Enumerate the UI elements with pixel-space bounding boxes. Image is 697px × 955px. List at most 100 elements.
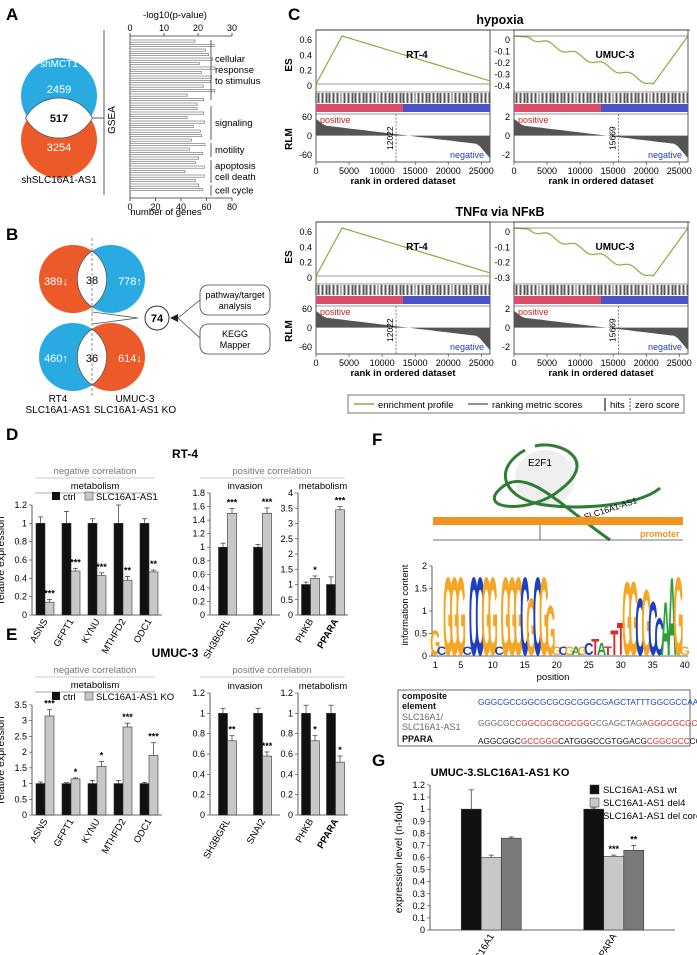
c-rank-band-neg <box>601 104 688 112</box>
x-tick-label: ODC1 <box>132 817 155 845</box>
g-title: UMUC-3.SLC16A1-AS1 KO <box>431 767 570 779</box>
significance-label: ** <box>228 725 236 735</box>
f-table-box <box>397 689 691 747</box>
bar <box>139 523 150 616</box>
f-logo-letter: C <box>475 554 484 679</box>
c-x-tick-label: 0 <box>511 358 516 368</box>
f-x-tick-label: 40 <box>680 660 690 670</box>
f-table-label: SLC16A1-AS1 <box>402 722 461 732</box>
panel-a-letter: A <box>6 5 18 24</box>
d-legend-treat: SLC16A1-AS1 <box>96 492 158 503</box>
b-label-left-2: SLC16A1-AS1 <box>25 405 90 416</box>
f-ylabel: information content <box>400 564 411 645</box>
c-es-tick: -0.2 <box>494 258 510 268</box>
y-tick-label: 0.4 <box>412 877 425 887</box>
c-rank-band-neg <box>403 296 490 304</box>
y-tick-label: 1 <box>22 779 27 789</box>
a-bar <box>129 111 204 115</box>
a-bottom-tick-label: 80 <box>227 202 237 212</box>
bar-chart-D: 0 0.5 1 1.5 2 2.5 3 3.5 4 * PHKB *** PPARA metabolism <box>280 481 348 651</box>
f-logo-letter: C <box>533 554 542 679</box>
f-logo-letter: C <box>495 645 504 658</box>
a-axis-bottom-title: number of genes <box>130 207 202 218</box>
b-bottom-center-count: 36 <box>86 353 98 365</box>
b-box-kegg-line1: KEGG <box>222 329 248 339</box>
c-es-tick: -0.1 <box>494 242 510 252</box>
a-bar <box>129 102 198 106</box>
b-box-kegg-line2: Mapper <box>220 340 251 350</box>
significance-label: *** <box>262 741 273 751</box>
d-title: RT-4 <box>172 447 198 461</box>
a-bar <box>129 170 186 174</box>
bar <box>70 570 81 616</box>
c-es-tick: 0 <box>307 81 312 91</box>
y-axis-label: relative expression <box>0 716 7 804</box>
panel-f: F E2F1 SLC16A1-AS1 promoter 00.511.521 5 1… <box>372 430 697 747</box>
f-xlabel: position <box>537 672 570 683</box>
c-x-tick-label: 20000 <box>634 166 659 176</box>
bar <box>623 849 645 931</box>
y-tick-label: 4 <box>288 488 293 498</box>
c-enrichment-curve <box>513 227 689 277</box>
c-legend-ranking: ranking metric scores <box>492 400 583 411</box>
x-tick-label: ASNS <box>28 617 50 645</box>
y-tick-label: 0 <box>288 810 293 820</box>
y-tick-label: 0.6 <box>280 749 293 759</box>
a-bar <box>129 75 212 79</box>
a-bar <box>129 147 190 151</box>
c-zero-label: 12022 <box>385 318 395 342</box>
x-tick-label: ASNS <box>28 817 50 845</box>
c-gsea-panel: RT-40.60.40.2012022positivenegative600-6… <box>284 29 494 187</box>
a-bar <box>129 179 196 183</box>
venn-a-top-count: 2459 <box>47 84 71 96</box>
d-legend-treat-swatch <box>84 491 94 501</box>
c-positive-label: positive <box>518 115 549 125</box>
f-logo-letter: G <box>501 554 511 679</box>
a-bar <box>129 120 206 124</box>
x-tick-label: SNAI2 <box>245 817 268 846</box>
f-logo-letter: A <box>667 554 676 679</box>
c-negative-label: negative <box>450 342 484 352</box>
d-headers: negative correlation metabolism positive c… <box>35 466 345 503</box>
y-tick-label: 0.5 <box>412 865 425 875</box>
b-top-center-count: 38 <box>86 275 98 287</box>
f-logo-letter: T <box>610 623 618 663</box>
g-legend-swatch <box>589 797 600 808</box>
y-tick-label: 0.6 <box>192 749 205 759</box>
bar <box>61 523 72 616</box>
gsea-label: GSEA <box>107 106 118 134</box>
b-top-right-count: 778↑ <box>118 276 142 288</box>
x-tick-label: MTHFD2 <box>100 817 129 856</box>
a-bar <box>129 93 188 97</box>
f-logo-letter: G <box>449 554 459 679</box>
c-gsea-panel: UMUC-3 0 -0.1 -0.2 -0.3 15669 positive negative… <box>494 221 692 379</box>
a-bar <box>129 143 206 147</box>
significance-label: ** <box>124 566 132 576</box>
bar-chart-E: 0 0.2 0.4 0.6 0.8 1 1.2 * PHKB * PPARA metabolism <box>280 681 348 851</box>
y-tick-label: 1 <box>288 580 293 590</box>
a-bar <box>129 107 198 111</box>
c-x-tick-label: 15000 <box>601 358 626 368</box>
bar <box>583 808 605 931</box>
c-es-tick: 0.6 <box>299 35 312 45</box>
y-tick-label: 1.2 <box>192 688 205 698</box>
c-rlm-area <box>316 118 490 159</box>
bar <box>253 546 263 616</box>
bar <box>122 579 133 616</box>
x-tick-label: ODC1 <box>132 617 155 645</box>
y-tick-label: 2 <box>288 549 293 559</box>
y-tick-label: 0 <box>420 925 425 935</box>
c-x-tick-label: 25000 <box>667 166 692 176</box>
bar <box>87 783 98 816</box>
f-promoter-bar <box>433 517 683 525</box>
f-logo-letter: T <box>591 635 599 661</box>
x-tick-label: PHKB <box>294 817 316 845</box>
panel-d-letter: D <box>6 425 18 444</box>
f-y-tick-label: 1.5 <box>414 584 427 594</box>
f-rna-strand <box>493 443 611 542</box>
c-positive-label: positive <box>320 115 351 125</box>
significance-label: * <box>74 767 78 777</box>
c-rlm-tick: 60 <box>302 112 312 122</box>
e-legend-ctrl-swatch <box>52 692 60 700</box>
y-tick-label: 2 <box>22 747 27 757</box>
